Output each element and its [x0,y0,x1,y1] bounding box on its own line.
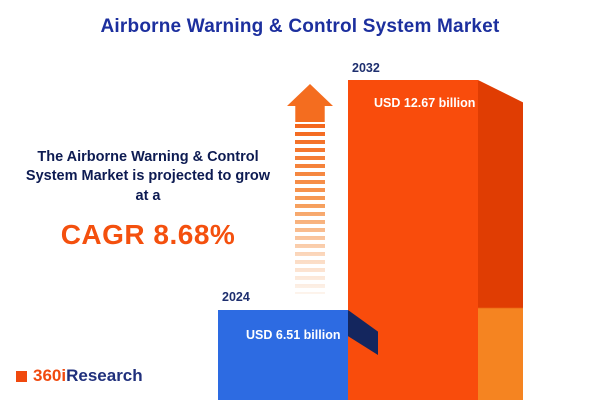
growth-arrow-dashed-body [295,124,325,294]
blurb-line-2: System Market is projected to grow [25,168,271,185]
bar-2032-side-face [478,80,523,400]
growth-arrow-head-icon [287,84,333,122]
blurb-line-1: The Airborne Warning & Control [37,149,259,165]
cagr-value: CAGR 8.68% [60,219,236,251]
market-blurb: The Airborne Warning & Control System Ma… [8,148,288,254]
value-label-2024: USD 6.51 billion [246,328,341,342]
logo-text: 360iResearch [33,366,143,386]
bar-2032 [348,80,478,400]
bar-2024 [218,310,348,400]
blurb-line-3: at a [135,187,161,204]
value-label-2032: USD 12.67 billion [374,96,476,110]
logo-square-icon [16,370,27,382]
year-label-2032: 2032 [352,61,380,75]
logo-text-research: Research [66,366,143,385]
page-title: Airborne Warning & Control System Market [100,16,500,37]
logo-text-360i: 360i [33,366,67,385]
brand-logo: 360iResearch [16,366,143,386]
year-label-2024: 2024 [222,290,250,304]
